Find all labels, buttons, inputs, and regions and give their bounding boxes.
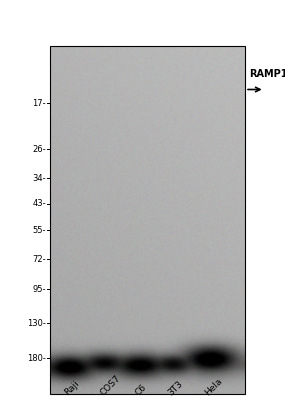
Text: 72-: 72-	[32, 255, 46, 264]
Text: 26-: 26-	[32, 145, 46, 154]
Text: 55-: 55-	[32, 226, 46, 235]
Text: RAMP1: RAMP1	[249, 69, 285, 79]
Text: Hela: Hela	[203, 377, 225, 398]
Text: 95-: 95-	[32, 285, 46, 294]
Text: 130-: 130-	[27, 319, 46, 328]
Text: 43-: 43-	[32, 199, 46, 208]
Text: 180-: 180-	[27, 354, 46, 363]
Text: 17-: 17-	[32, 99, 46, 108]
Text: 34-: 34-	[32, 174, 46, 183]
Text: C6: C6	[133, 383, 148, 398]
Text: Raji: Raji	[63, 379, 81, 398]
Text: COS7: COS7	[98, 374, 122, 398]
Text: 3T3: 3T3	[166, 379, 185, 398]
